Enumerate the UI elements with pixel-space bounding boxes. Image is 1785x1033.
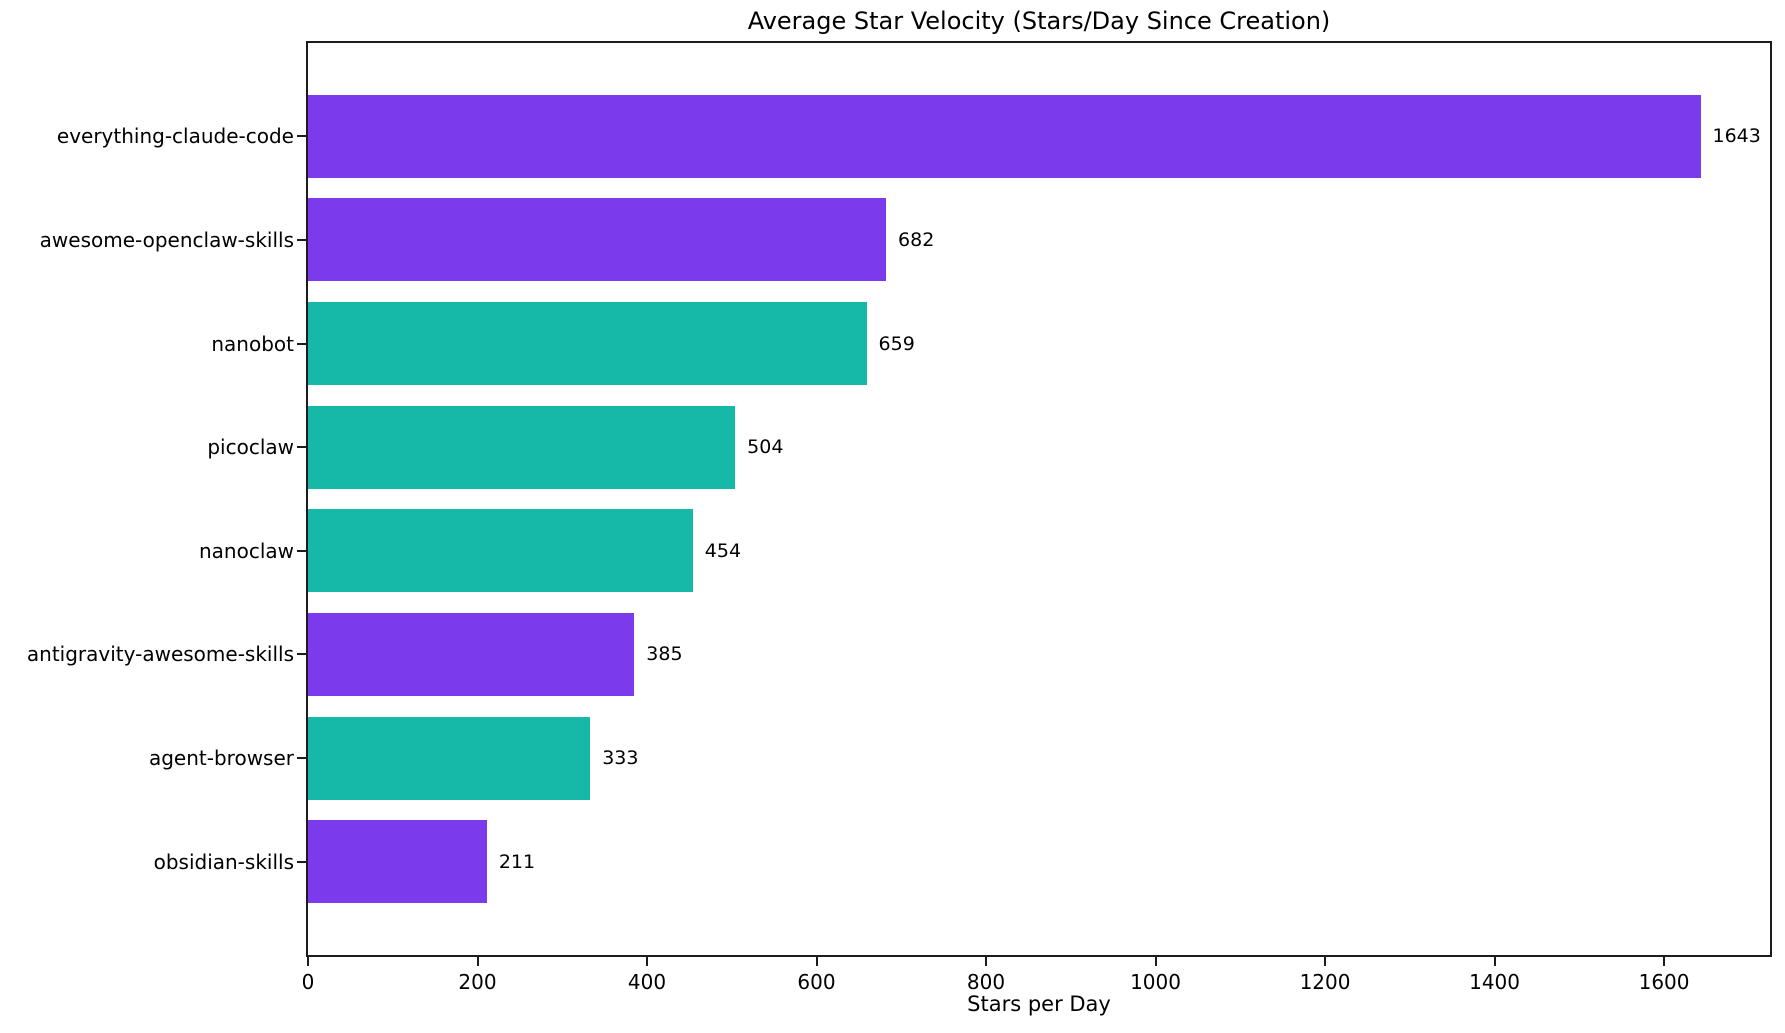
x-tick-mark: [1324, 957, 1327, 966]
y-tick-mark: [297, 757, 306, 760]
y-category-label: nanoclaw: [198, 538, 294, 563]
bar-value-label: 385: [646, 643, 683, 666]
bar-nanoclaw: [308, 509, 693, 593]
x-axis-label: Stars per Day: [967, 992, 1111, 1016]
bar-value-label: 682: [898, 228, 935, 251]
bar-agent-browser: [308, 716, 591, 800]
x-tick-label: 400: [627, 970, 667, 994]
y-tick-mark: [297, 549, 306, 552]
bar-value-label: 211: [498, 850, 536, 873]
x-tick-mark: [476, 957, 479, 966]
x-tick-mark: [1154, 957, 1157, 966]
bar-everything-claude-code: [308, 94, 1701, 178]
y-category-label: picoclaw: [207, 435, 294, 460]
x-tick-label: 1400: [1469, 970, 1520, 994]
bar-picoclaw: [308, 405, 736, 489]
y-tick-mark: [297, 653, 306, 656]
x-tick-label: 600: [797, 970, 836, 994]
y-category-label: obsidian-skills: [153, 849, 294, 874]
y-tick-mark: [297, 238, 306, 241]
x-tick-mark: [307, 957, 309, 966]
y-category-label: agent-browser: [148, 746, 294, 771]
plot-area: 1643 everything-claude-code 682 awesome-ope…: [27, 41, 1772, 994]
x-tick-mark: [1493, 957, 1496, 966]
y-category-label: antigravity-awesome-skills: [26, 642, 294, 667]
x-tick-mark: [815, 957, 818, 966]
bar-value-label: 333: [602, 747, 639, 770]
y-tick-mark: [297, 860, 306, 863]
x-tick-label: 0: [301, 970, 315, 994]
bar-obsidian-skills: [308, 820, 487, 904]
x-tick-label: 1600: [1638, 970, 1690, 994]
y-tick-mark: [297, 135, 306, 138]
bar-value-label: 659: [878, 332, 915, 355]
x-tick-mark: [646, 957, 648, 966]
x-tick-mark: [1663, 957, 1666, 966]
x-tick-label: 800: [966, 970, 1006, 994]
bar-value-label: 454: [704, 539, 742, 562]
chart-title: Average Star Velocity (Stars/Day Since C…: [747, 7, 1331, 35]
x-tick-label: 1200: [1299, 970, 1351, 994]
bar-nanobot: [308, 302, 867, 385]
y-category-label: everything-claude-code: [56, 124, 294, 149]
y-tick-mark: [297, 342, 306, 345]
bar-value-label: 504: [747, 436, 784, 459]
bar-antigravity-awesome-skills: [308, 613, 635, 696]
bar-value-label: 1643: [1712, 125, 1761, 148]
y-tick-mark: [297, 446, 306, 449]
y-category-label: nanobot: [211, 331, 294, 356]
y-category-label: awesome-openclaw-skills: [39, 227, 294, 252]
bar-awesome-openclaw-skills: [308, 198, 887, 282]
x-tick-label: 200: [458, 970, 497, 994]
x-tick-label: 1000: [1130, 970, 1181, 994]
x-tick-mark: [985, 957, 988, 966]
